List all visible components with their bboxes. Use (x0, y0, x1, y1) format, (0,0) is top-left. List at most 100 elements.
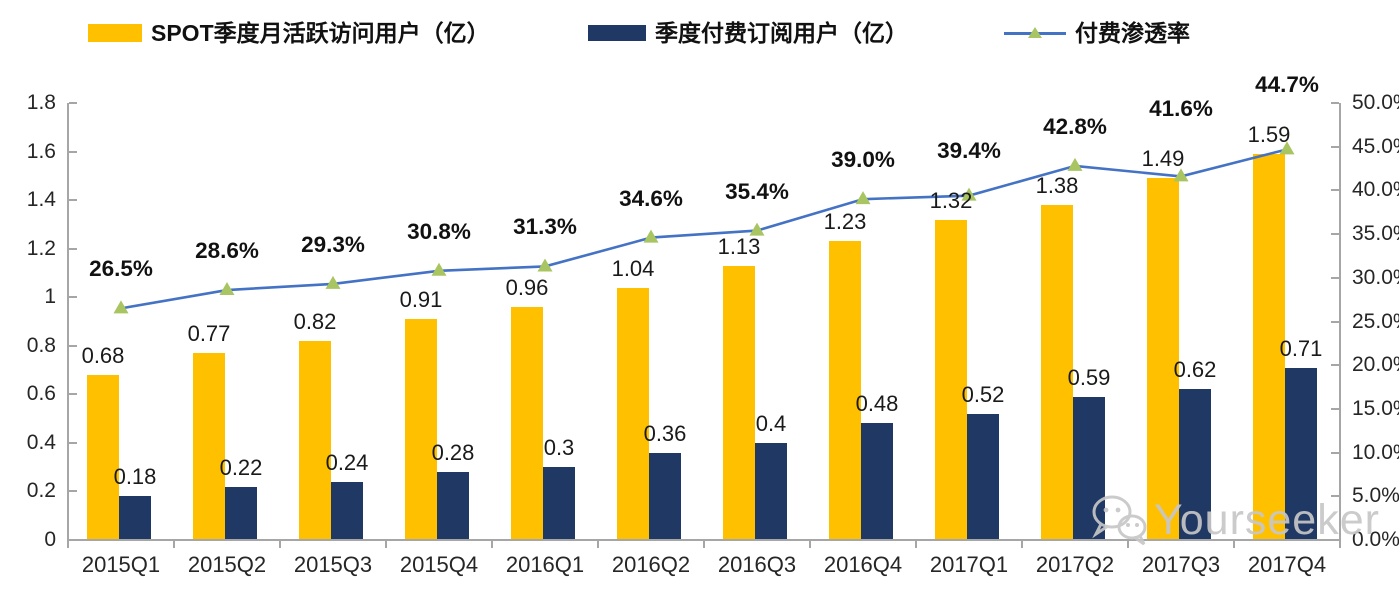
subscribers-value-label: 0.28 (431, 440, 475, 466)
legend-item-penetration: 付费渗透率 (1004, 16, 1190, 50)
bar-mau (299, 340, 331, 540)
subscribers-value-label: 0.18 (113, 464, 157, 490)
subscribers-value-label: 0.4 (755, 410, 787, 436)
y-left-tick-label: 1.8 (26, 91, 56, 114)
x-axis-tick (67, 541, 69, 548)
y-left-tick-label: 0.8 (26, 333, 56, 357)
x-axis-tick (597, 541, 599, 548)
x-axis-tick (809, 541, 811, 548)
watermark: Yourseeker (1088, 490, 1380, 550)
mau-value-label: 1.59 (1247, 121, 1291, 147)
y-right-tick-label: 25.0% (1352, 309, 1399, 333)
subscribers-legend-swatch (588, 25, 646, 41)
y-right-tick-label: 10.0% (1352, 440, 1399, 464)
penetration-value-label: 39.4% (937, 137, 1001, 163)
bar-subscribers (1285, 367, 1317, 540)
y-axis-right (1339, 103, 1341, 540)
y-left-tick (69, 247, 77, 250)
y-left-tick-label: 0.2 (26, 479, 56, 503)
y-left-tick (69, 441, 77, 444)
legend-item-mau: SPOT季度月活跃访问用户（亿） (88, 16, 490, 50)
y-left-tick (69, 150, 77, 153)
x-axis-label: 2016Q4 (823, 552, 903, 577)
subscribers-value-label: 0.71 (1279, 335, 1323, 361)
x-axis-label: 2015Q3 (293, 552, 373, 577)
x-axis-tick (1233, 541, 1235, 548)
bar-subscribers (1179, 389, 1211, 540)
bar-mau (511, 306, 543, 540)
y-right-tick (1331, 364, 1339, 367)
y-left-tick-label: 1 (44, 285, 56, 309)
x-axis-tick (491, 541, 493, 548)
x-axis-tick (703, 541, 705, 548)
y-right-tick (1331, 539, 1339, 541)
bar-subscribers (967, 413, 999, 540)
y-right-tick (1331, 451, 1339, 454)
subscribers-value-label: 0.24 (325, 449, 369, 475)
triangle-marker-icon (1028, 27, 1042, 38)
x-axis-tick (1339, 541, 1341, 548)
y-left-tick (69, 102, 77, 104)
bar-subscribers (119, 496, 151, 540)
x-axis-label: 2017Q4 (1247, 552, 1327, 577)
penetration-legend-line (1004, 25, 1066, 41)
y-right-tick-label: 0.0% (1352, 528, 1399, 551)
penetration-value-label: 31.3% (513, 214, 577, 240)
bar-subscribers (755, 442, 787, 540)
mau-value-label: 0.96 (505, 274, 549, 300)
bar-subscribers (543, 467, 575, 540)
x-axis-tick (915, 541, 917, 548)
y-right-tick-label: 5.0% (1352, 484, 1399, 508)
x-axis-label: 2017Q2 (1035, 552, 1115, 577)
y-right-tick (1331, 276, 1339, 279)
y-left-tick (69, 296, 77, 299)
mau-value-label: 0.91 (399, 287, 443, 313)
subscribers-value-label: 0.48 (855, 391, 899, 417)
x-axis-label: 2016Q1 (505, 552, 585, 577)
y-right-tick-label: 20.0% (1352, 353, 1399, 377)
legend-item-subscribers: 季度付费订阅用户（亿） (588, 16, 908, 50)
x-axis-label: 2015Q1 (81, 552, 161, 577)
penetration-value-label: 35.4% (725, 178, 789, 204)
penetration-legend-label: 付费渗透率 (1075, 20, 1190, 46)
y-left-tick-label: 0 (44, 528, 56, 551)
y-right-tick (1331, 320, 1339, 323)
y-right-tick-label: 45.0% (1352, 134, 1399, 158)
subscribers-value-label: 0.36 (643, 420, 687, 446)
x-axis-tick (173, 541, 175, 548)
x-axis-label: 2016Q2 (611, 552, 691, 577)
y-left-tick (69, 539, 77, 541)
y-right-tick-label: 40.0% (1352, 178, 1399, 202)
y-left-tick (69, 393, 77, 396)
subscribers-value-label: 0.22 (219, 454, 263, 480)
y-left-tick-label: 1.4 (26, 188, 56, 212)
y-right-tick (1331, 145, 1339, 148)
y-left-tick-label: 0.6 (26, 382, 56, 406)
x-axis (67, 539, 1341, 541)
bar-mau (617, 287, 649, 540)
bar-subscribers (225, 486, 257, 540)
bar-mau (935, 219, 967, 540)
penetration-value-label: 41.6% (1149, 96, 1213, 122)
mau-value-label: 0.68 (81, 342, 125, 368)
y-left-tick (69, 490, 77, 493)
x-axis-tick (1127, 541, 1129, 548)
y-left-tick-label: 1.6 (26, 139, 56, 163)
y-left-tick-label: 0.4 (26, 430, 56, 454)
bar-subscribers (861, 423, 893, 540)
mau-legend-swatch (88, 24, 142, 42)
penetration-value-label: 44.7% (1255, 71, 1319, 97)
y-right-tick-label: 15.0% (1352, 396, 1399, 420)
penetration-value-label: 42.8% (1043, 113, 1107, 139)
bar-subscribers (437, 472, 469, 540)
subscribers-value-label: 0.3 (543, 435, 575, 461)
watermark-text: Yourseeker (1154, 495, 1380, 544)
x-axis-tick (279, 541, 281, 548)
y-right-tick-label: 50.0% (1352, 91, 1399, 114)
y-left-tick (69, 344, 77, 347)
y-left-tick (69, 199, 77, 202)
subscribers-value-label: 0.62 (1173, 357, 1217, 383)
y-right-tick (1331, 102, 1339, 104)
bar-subscribers (331, 481, 363, 540)
